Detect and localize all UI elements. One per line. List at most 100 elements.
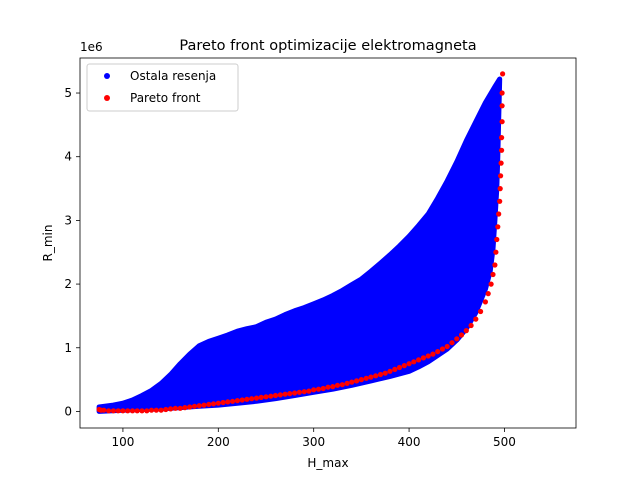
- pareto-point: [187, 404, 193, 410]
- y-axis-offset-label: 1e6: [80, 40, 103, 54]
- pareto-point: [373, 373, 379, 379]
- pareto-point: [411, 359, 417, 365]
- pareto-point: [225, 399, 231, 405]
- pareto-point: [363, 375, 369, 381]
- legend-marker-ostala-resenja: [104, 73, 110, 79]
- pareto-point: [325, 384, 331, 390]
- pareto-point: [220, 399, 226, 406]
- pareto-point: [196, 403, 202, 409]
- pareto-point: [396, 364, 403, 371]
- pareto-point: [177, 405, 183, 411]
- pareto-point: [282, 391, 288, 397]
- pareto-point: [488, 281, 494, 287]
- pareto-point: [498, 173, 504, 179]
- pareto-point: [377, 371, 384, 378]
- pareto-point: [234, 398, 240, 404]
- pareto-point: [490, 271, 496, 278]
- pareto-point: [315, 386, 322, 392]
- x-tick-label: 400: [398, 435, 421, 449]
- pareto-point: [110, 408, 116, 414]
- pareto-point: [129, 408, 136, 414]
- pareto-point: [168, 406, 174, 412]
- pareto-point: [493, 249, 499, 255]
- pareto-point: [439, 346, 446, 352]
- y-tick-label: 2: [64, 277, 72, 291]
- pareto-point: [134, 408, 140, 414]
- pareto-point: [249, 396, 255, 402]
- pareto-point: [268, 393, 274, 399]
- pareto-point: [206, 401, 212, 407]
- pareto-point: [499, 90, 505, 96]
- pareto-point: [468, 322, 474, 329]
- pareto-point: [215, 400, 221, 406]
- pareto-point: [416, 357, 422, 363]
- pareto-point: [258, 394, 264, 400]
- pareto-point: [499, 103, 505, 109]
- pareto-point: [425, 353, 431, 359]
- pareto-point: [500, 71, 506, 77]
- pareto-point: [485, 291, 491, 297]
- pareto-point: [306, 388, 312, 394]
- pareto-point: [139, 408, 145, 414]
- pareto-point: [463, 328, 469, 334]
- legend-box: [86, 63, 239, 112]
- pareto-point: [182, 405, 188, 411]
- legend-label-ostala-resenja: Ostala resenja: [130, 69, 216, 83]
- pareto-point: [158, 407, 164, 413]
- pareto-point: [497, 198, 503, 204]
- pareto-point: [444, 343, 450, 350]
- pareto-point: [172, 405, 178, 411]
- pareto-point: [478, 308, 484, 315]
- y-tick-label: 1: [64, 341, 72, 355]
- y-tick-label: 3: [64, 213, 72, 227]
- pareto-point: [392, 366, 398, 372]
- pareto-point: [498, 160, 504, 166]
- pareto-point: [382, 370, 388, 376]
- pareto-point: [499, 135, 505, 141]
- pareto-point: [263, 394, 269, 400]
- x-tick-label: 200: [207, 435, 230, 449]
- plot-frame: [79, 57, 577, 429]
- pareto-point: [495, 224, 501, 230]
- legend-label-pareto-front: Pareto front: [130, 91, 201, 105]
- pareto-point: [101, 407, 107, 413]
- pareto-point: [239, 397, 245, 403]
- pareto-point: [253, 395, 260, 401]
- pareto-point: [458, 332, 465, 338]
- x-axis-label: H_max: [307, 456, 348, 470]
- pareto-point: [230, 398, 236, 404]
- pareto-point: [311, 387, 317, 393]
- pareto-point: [358, 377, 364, 383]
- pareto-point: [125, 408, 131, 414]
- plot-data-layer: [96, 71, 506, 414]
- pareto-point: [406, 361, 412, 367]
- pareto-point: [296, 389, 302, 395]
- pareto-point: [272, 392, 279, 399]
- pareto-point: [499, 147, 505, 153]
- pareto-point: [430, 351, 436, 357]
- axes-layer: 100 200 300 400 500 0 1 2 3 4 5: [64, 86, 516, 449]
- pareto-point: [320, 385, 326, 392]
- pareto-point: [339, 382, 345, 388]
- pareto-point: [301, 389, 307, 395]
- pareto-point: [473, 316, 479, 322]
- pareto-point: [277, 392, 283, 398]
- pareto-point: [330, 384, 336, 390]
- pareto-point: [163, 406, 169, 413]
- pareto-point: [482, 299, 488, 305]
- pareto-point: [120, 408, 126, 414]
- pareto-point: [368, 374, 374, 380]
- chart-title: Pareto front optimizacije elektromagneta: [179, 38, 476, 54]
- pareto-point: [292, 390, 298, 396]
- pareto-point: [148, 407, 155, 413]
- pareto-point: [210, 401, 217, 407]
- pareto-point: [499, 119, 505, 125]
- pareto-point: [144, 408, 150, 414]
- pareto-point: [106, 408, 112, 414]
- pareto-point: [344, 380, 350, 386]
- y-tick-label: 0: [64, 404, 72, 418]
- pareto-point: [153, 407, 159, 413]
- pareto-point: [287, 391, 293, 397]
- pareto-point: [387, 368, 393, 374]
